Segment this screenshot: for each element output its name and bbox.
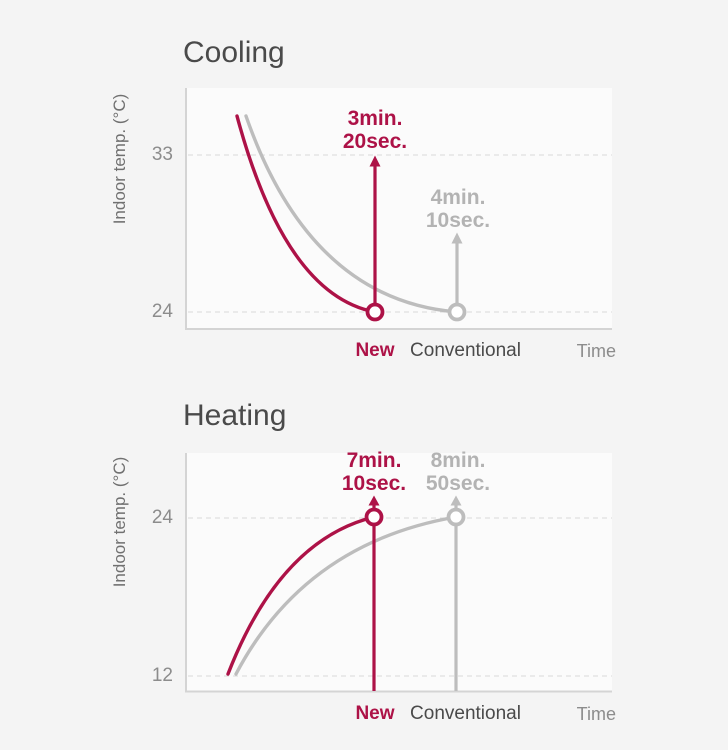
- y-tick-24: 24: [151, 301, 173, 322]
- series-label-conventional: Conventional: [410, 340, 521, 361]
- y-tick-12: 12: [151, 665, 173, 686]
- annotation-seconds: 50sec.: [425, 472, 491, 495]
- heating-chart-section: Heating Indoor temp. (°C) 24 12 7min. 10…: [0, 363, 728, 750]
- time-annotation-conventional-heating: 8min. 50sec.: [393, 449, 523, 495]
- series-label-new: New: [355, 340, 395, 361]
- series-label-conventional: Conventional: [410, 703, 521, 724]
- cooling-chart-section: Cooling Indoor temp. (°C) 33 24 3min. 20…: [0, 0, 728, 363]
- annotation-seconds: 20sec.: [342, 130, 408, 153]
- chart-title-heating: Heating: [183, 399, 287, 432]
- time-annotation-new-heating: 7min. 10sec.: [309, 449, 439, 495]
- x-axis-label-time: Time: [576, 704, 616, 724]
- time-annotation-new-cooling: 3min. 20sec.: [310, 107, 440, 153]
- chart-title-cooling: Cooling: [183, 36, 285, 69]
- heating-plot: [185, 453, 612, 693]
- x-axis-label-time: Time: [576, 341, 616, 361]
- annotation-minutes: 8min.: [430, 449, 486, 472]
- annotation-seconds: 10sec.: [341, 472, 407, 495]
- annotation-minutes: 7min.: [346, 449, 402, 472]
- series-label-new: New: [355, 703, 395, 724]
- annotation-seconds: 10sec.: [425, 209, 491, 232]
- y-tick-24: 24: [151, 507, 173, 528]
- annotation-minutes: 3min.: [347, 107, 403, 130]
- time-annotation-conventional-cooling: 4min. 10sec.: [393, 186, 523, 232]
- y-tick-33: 33: [151, 144, 173, 165]
- annotation-minutes: 4min.: [430, 186, 486, 209]
- cooling-plot: [185, 88, 612, 330]
